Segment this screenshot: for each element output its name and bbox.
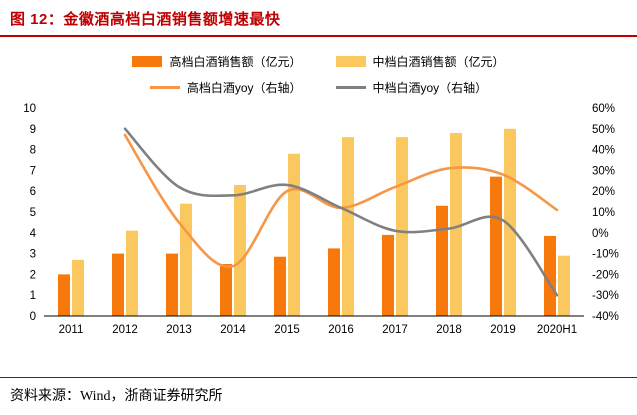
legend-swatch-high-bar-icon [132,56,163,67]
left-axis-tick: 0 [30,311,36,323]
legend-label-high-line: 高档白酒yoy（右轴） [186,81,302,95]
legend-row-bars: 高档白酒销售额（亿元） 中档白酒销售额（亿元） [132,53,505,70]
right-axis-tick: 0% [592,228,609,240]
right-axis-tick: 40% [592,145,615,157]
bar-0-2019 [490,176,502,316]
yoy-line-1 [123,127,559,297]
bar-0-2017 [382,234,394,316]
x-axis-category-label: 2014 [220,324,246,336]
right-axis-tick: 60% [592,103,615,115]
legend-item-high-bar: 高档白酒销售额（亿元） [132,53,302,70]
legend-swatch-high-line-icon [149,86,180,89]
left-axis-tick: 4 [30,228,37,240]
bar-1-2015 [288,153,300,316]
right-axis-tick: -40% [592,311,619,323]
left-axis-tick: 5 [30,207,36,219]
x-axis-category-label: 2018 [436,324,462,336]
right-axis-tick: -20% [592,269,619,281]
x-axis-category-label: 2015 [274,324,300,336]
x-axis-category-label: 2016 [328,324,354,336]
chart-legend: 高档白酒销售额（亿元） 中档白酒销售额（亿元） 高档白酒yoy（右轴） 中档白酒… [0,53,637,96]
legend-swatch-mid-line-icon [335,86,366,89]
x-axis-category-label: 2017 [382,324,408,336]
right-axis-tick: 50% [592,124,615,136]
legend-item-high-line: 高档白酒yoy（右轴） [149,79,302,96]
bar-1-2014 [234,184,246,316]
legend-swatch-mid-bar-icon [335,56,366,67]
bar-0-2012 [112,253,124,316]
right-axis-tick: 20% [592,186,615,198]
bar-0-2015 [274,256,286,316]
left-axis-tick: 6 [30,186,36,198]
bar-1-2018 [450,132,462,316]
bar-series-0 [58,176,556,316]
x-axis-category-label: 2019 [490,324,516,336]
right-axis-tick: -10% [592,249,619,261]
bar-0-2014 [220,264,232,316]
bar-0-2018 [436,205,448,316]
left-axis-tick: 9 [30,124,36,136]
x-axis-category-label: 2012 [112,324,138,336]
right-axis-tick: 30% [592,165,615,177]
legend-row-lines: 高档白酒yoy（右轴） 中档白酒yoy（右轴） [149,79,488,96]
legend-label-high-bar: 高档白酒销售额（亿元） [169,55,302,69]
figure-title: 图 12：金徽酒高档白酒销售额增速最快 [10,11,281,28]
axis-tick-labels: 0 1 2 3 4 5 6 7 8 9 10 -40% -30% -20% -10% 0% 10% 20% 30% 4… [23,103,619,336]
bar-1-2013 [180,203,192,316]
combo-chart: 0 1 2 3 4 5 6 7 8 9 10 -40% -30% -20% -10% 0% 10% 20% 30% 4… [23,103,619,336]
bar-1-2017 [396,137,408,316]
legend-item-mid-bar: 中档白酒销售额（亿元） [335,53,505,70]
left-axis-tick: 10 [23,103,36,115]
left-axis-tick: 7 [30,165,36,177]
x-axis-category-label: 2020H1 [537,324,577,336]
bar-series-1 [72,128,570,316]
source-text: 资料来源：Wind，浙商证券研究所 [10,389,223,404]
legend-item-mid-line: 中档白酒yoy（右轴） [335,79,488,96]
left-axis-tick: 2 [30,269,36,281]
left-axis-tick: 3 [30,249,36,261]
figure-header: 图 12：金徽酒高档白酒销售额增速最快 [0,0,637,37]
bar-1-2011 [72,259,84,316]
bar-0-2020H1 [544,235,556,316]
bar-1-2012 [126,230,138,316]
bar-0-2016 [328,248,340,316]
bar-1-2020H1 [558,255,570,316]
left-axis-tick: 1 [30,290,36,302]
x-axis-category-label: 2011 [59,324,84,336]
legend-label-mid-line: 中档白酒yoy（右轴） [372,81,488,95]
bar-0-2013 [166,253,178,316]
legend-label-mid-bar: 中档白酒销售额（亿元） [372,55,505,69]
right-axis-tick: 10% [592,207,615,219]
x-axis-category-label: 2013 [166,324,192,336]
left-axis-tick: 8 [30,145,36,157]
right-axis-tick: -30% [592,290,619,302]
chart-area: 0 1 2 3 4 5 6 7 8 9 10 -40% -30% -20% -10% 0% 10% 20% 30% 4… [0,100,637,350]
bar-1-2016 [342,137,354,316]
bar-0-2011 [58,274,70,316]
source-footer: 资料来源：Wind，浙商证券研究所 [0,377,637,415]
yoy-line-0 [123,133,559,268]
